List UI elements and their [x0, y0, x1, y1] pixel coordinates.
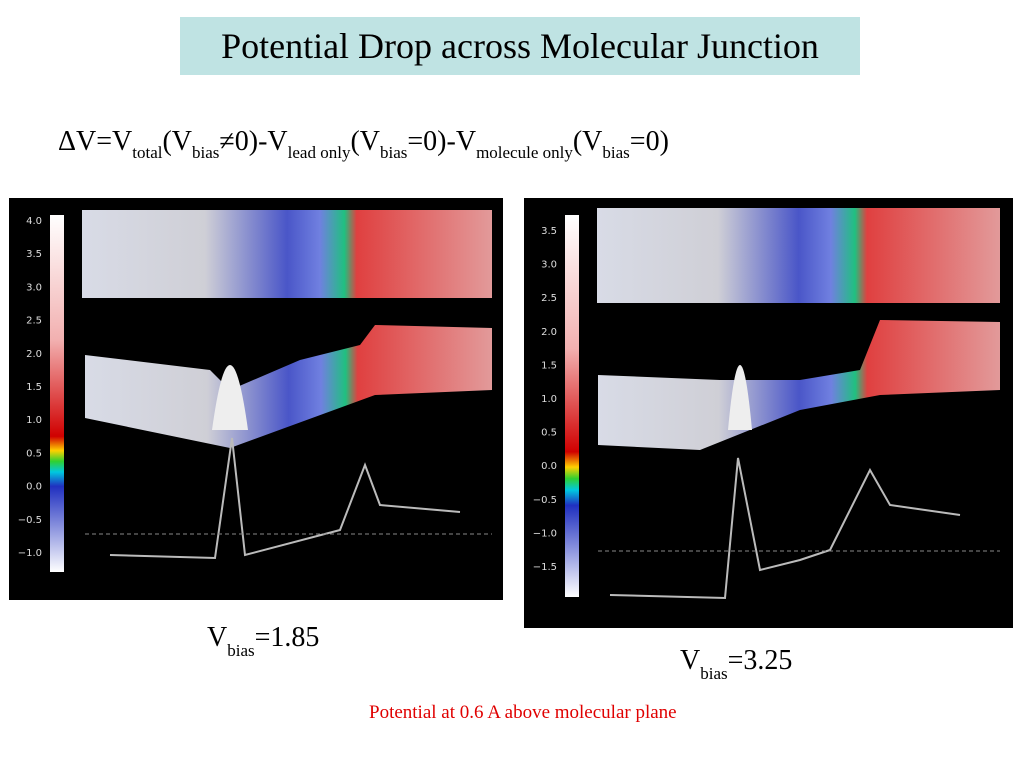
formula-part: (V [162, 126, 193, 157]
formula-part: (V [350, 126, 380, 157]
formula-part: total [132, 143, 163, 162]
scale-label: −1.5 [533, 562, 557, 573]
scale-label: 1.5 [26, 382, 42, 393]
formula-part: =0) [629, 126, 669, 157]
bias-label: Vbias=3.25 [680, 645, 792, 684]
scale-label: 0.5 [26, 448, 42, 459]
caption: Potential at 0.6 A above molecular plane [369, 702, 677, 723]
slide-title: Potential Drop across Molecular Junction [180, 17, 860, 75]
scale-label: 1.0 [26, 415, 42, 426]
formula-part: ΔV=V [58, 126, 133, 157]
scale-label: 3.0 [541, 260, 557, 271]
bias-label-part: bias [700, 664, 728, 683]
scale-label: 3.5 [541, 226, 557, 237]
scale-label: 1.5 [541, 360, 557, 371]
bias-label-part: bias [227, 641, 255, 660]
scale-label: 4.0 [26, 216, 42, 227]
formula-part: lead only [287, 143, 351, 162]
formula-part: ≠0)-V [219, 126, 288, 157]
formula-part: =0)-V [407, 126, 477, 157]
scale-label: 1.0 [541, 394, 557, 405]
formula-part: bias [380, 143, 408, 162]
scale-label: 2.0 [541, 327, 557, 338]
scale-label: 0.0 [541, 461, 557, 472]
scale-label: −1.0 [18, 548, 42, 559]
formula-part: bias [602, 143, 630, 162]
bias-label-part: =1.85 [254, 622, 320, 653]
scale-label: −0.5 [18, 515, 42, 526]
panel-left [9, 198, 503, 600]
scale-label: −1.0 [533, 528, 557, 539]
formula-part: bias [192, 143, 220, 162]
bias-label-part: V [207, 622, 228, 653]
scale-label: 3.0 [26, 282, 42, 293]
formula-part: molecule only [476, 143, 573, 162]
scale-label: 2.5 [541, 293, 557, 304]
bias-label-part: V [680, 645, 701, 676]
scale-label: 2.5 [26, 316, 42, 327]
scale-label: 0.0 [26, 482, 42, 493]
scale-label: 2.0 [26, 349, 42, 360]
formula: ΔV=Vtotal(Vbias≠0)-Vlead only(Vbias=0)-V… [58, 126, 669, 163]
scale-label: 0.5 [541, 428, 557, 439]
panel-right [524, 198, 1013, 628]
bias-label: Vbias=1.85 [207, 622, 319, 661]
scale-label: −0.5 [533, 495, 557, 506]
scale-label: 3.5 [26, 249, 42, 260]
bias-label-part: =3.25 [727, 645, 793, 676]
formula-part: (V [572, 126, 603, 157]
